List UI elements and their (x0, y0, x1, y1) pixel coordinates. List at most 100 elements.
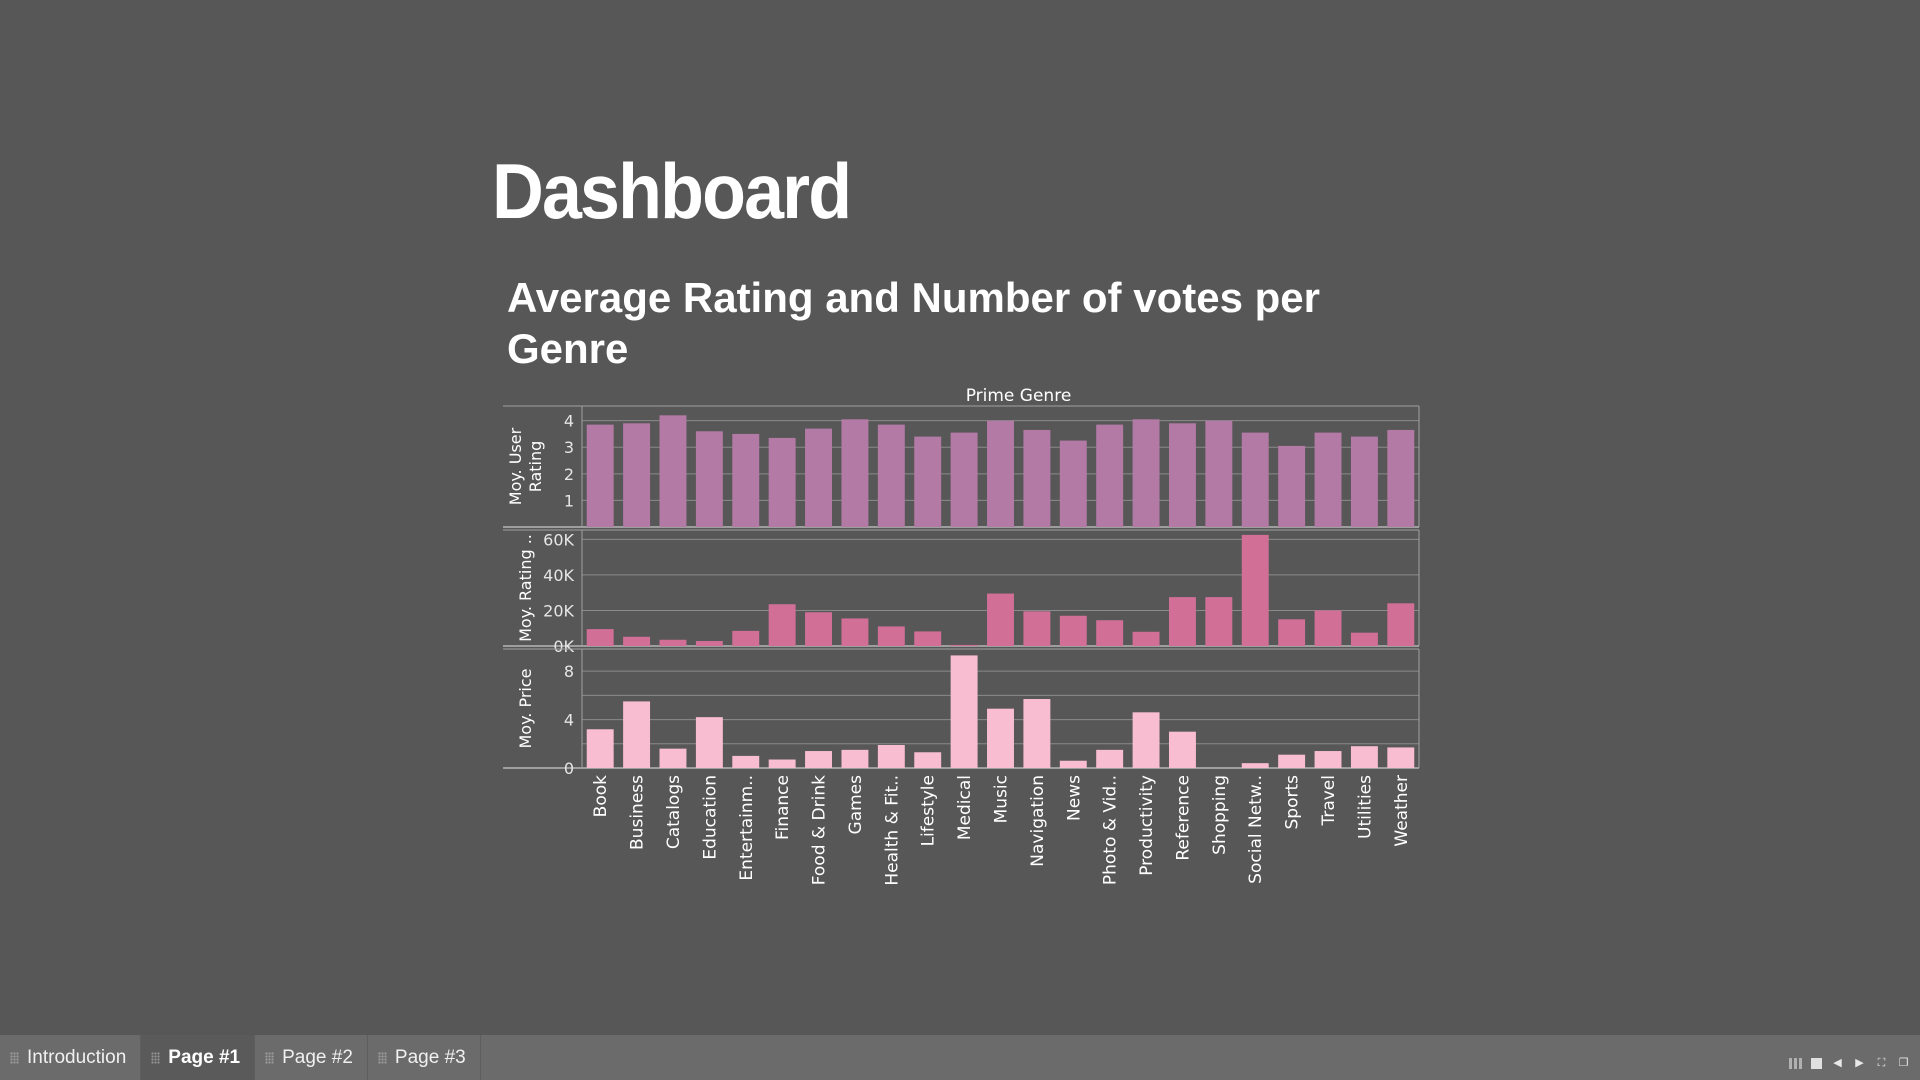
bar-votes[interactable] (1096, 620, 1124, 646)
bar-rating[interactable] (623, 423, 651, 527)
bar-price[interactable] (987, 708, 1014, 768)
bar-votes[interactable] (659, 639, 687, 646)
tab-label: Page #3 (394, 1046, 466, 1068)
bar-votes[interactable] (1205, 597, 1233, 646)
bar-votes[interactable] (1350, 632, 1378, 646)
y-axis-title: Moy. Price (516, 669, 535, 749)
sheet-tab-bar: Introduction Page #1 Page #2 Page #3 (0, 1035, 1920, 1080)
bar-rating[interactable] (659, 415, 687, 527)
y-tick-label: 40K (543, 566, 574, 585)
bar-rating[interactable] (1023, 429, 1051, 527)
bar-rating[interactable] (1096, 424, 1124, 527)
next-sheet-icon[interactable]: ▶ (1855, 1057, 1864, 1069)
bar-votes[interactable] (841, 618, 869, 646)
bar-price[interactable] (950, 655, 978, 768)
chart-header-title: Prime Genre (966, 386, 1072, 406)
bar-price[interactable] (1023, 699, 1051, 768)
bar-rating[interactable] (1241, 432, 1269, 527)
bar-price[interactable] (841, 749, 869, 768)
bar-price[interactable] (768, 759, 796, 768)
x-category-label: Entertainm.. (737, 775, 757, 881)
bar-votes[interactable] (586, 629, 614, 646)
bar-votes[interactable] (950, 644, 978, 646)
bar-votes[interactable] (1168, 597, 1196, 646)
y-axis-title: Moy. User (506, 427, 525, 505)
y-tick-label: 8 (564, 662, 574, 681)
bar-price[interactable] (623, 701, 651, 768)
tab-page-2[interactable]: Page #2 (255, 1035, 368, 1080)
y-tick-label: 60K (543, 530, 574, 549)
bar-votes[interactable] (1314, 610, 1342, 646)
bar-rating[interactable] (1314, 432, 1342, 527)
bar-votes[interactable] (732, 630, 760, 646)
x-category-label: Social Netw.. (1246, 775, 1266, 884)
tab-introduction[interactable]: Introduction (0, 1035, 142, 1080)
sheet-sorter-icon[interactable] (1789, 1058, 1802, 1069)
genre-bar-chart[interactable]: Prime Genre 1 2 3 4 Moy. User Rating 0K 20K 40K 60… (0, 0, 1920, 1035)
drag-grip-icon (265, 1051, 275, 1064)
bar-votes[interactable] (623, 636, 651, 646)
bar-price[interactable] (914, 752, 942, 768)
bar-votes[interactable] (1278, 619, 1306, 646)
y-tick-label: 0 (564, 759, 574, 778)
bar-votes[interactable] (914, 631, 942, 646)
bar-rating[interactable] (586, 424, 614, 527)
bar-price[interactable] (695, 717, 723, 768)
bar-price[interactable] (732, 755, 760, 768)
bar-rating[interactable] (768, 437, 796, 527)
bar-votes[interactable] (1132, 631, 1160, 646)
bar-rating[interactable] (1205, 420, 1233, 527)
bar-rating[interactable] (1132, 419, 1160, 527)
x-category-label: News (1064, 775, 1084, 821)
bar-price[interactable] (1132, 712, 1160, 768)
bar-price[interactable] (1278, 754, 1306, 768)
bar-rating[interactable] (1168, 423, 1196, 527)
bar-price[interactable] (1059, 760, 1087, 768)
drag-grip-icon (377, 1051, 387, 1064)
x-category-label: Reference (1173, 775, 1193, 861)
filmstrip-icon[interactable] (1811, 1058, 1822, 1069)
bar-rating[interactable] (1278, 445, 1306, 527)
tab-page-3[interactable]: Page #3 (368, 1035, 481, 1080)
bar-rating[interactable] (1350, 436, 1378, 527)
bar-votes[interactable] (877, 626, 905, 646)
bar-price[interactable] (805, 751, 833, 768)
bar-votes[interactable] (1059, 615, 1087, 646)
bar-price[interactable] (659, 748, 687, 768)
bar-rating[interactable] (914, 436, 942, 527)
bar-votes[interactable] (695, 641, 723, 646)
tab-page-1[interactable]: Page #1 (141, 1035, 256, 1080)
bar-rating[interactable] (987, 420, 1014, 527)
bar-rating[interactable] (950, 432, 978, 527)
bar-price[interactable] (877, 745, 905, 768)
bar-rating[interactable] (695, 431, 723, 527)
bar-price[interactable] (1241, 763, 1269, 768)
bar-rating[interactable] (1387, 429, 1415, 527)
y-axis-title: Moy. Rating .. (516, 534, 535, 642)
bar-price[interactable] (1387, 747, 1415, 768)
x-category-label: Utilities (1355, 775, 1375, 839)
x-category-label: Book (591, 775, 611, 817)
bar-price[interactable] (586, 729, 614, 768)
bar-votes[interactable] (1241, 534, 1269, 646)
bar-votes[interactable] (805, 612, 833, 646)
y-tick-label: 20K (543, 601, 574, 620)
previous-sheet-icon[interactable]: ◀ (1833, 1057, 1842, 1069)
bar-rating[interactable] (732, 433, 760, 527)
bar-votes[interactable] (1387, 603, 1415, 646)
bar-rating[interactable] (805, 428, 833, 527)
fullscreen-icon[interactable]: ⛶ (1877, 1057, 1886, 1069)
presentation-icon[interactable]: ❐ (1898, 1057, 1909, 1069)
bar-price[interactable] (1314, 751, 1342, 768)
bar-rating[interactable] (877, 424, 905, 527)
x-category-label: Photo & Vid.. (1101, 775, 1121, 885)
x-category-label: Games (846, 775, 866, 835)
bar-votes[interactable] (987, 593, 1014, 646)
bar-price[interactable] (1096, 749, 1124, 768)
bar-rating[interactable] (1059, 440, 1087, 527)
bar-votes[interactable] (1023, 611, 1051, 646)
bar-price[interactable] (1350, 746, 1378, 768)
bar-price[interactable] (1168, 731, 1196, 768)
bar-rating[interactable] (841, 419, 869, 527)
bar-votes[interactable] (768, 604, 796, 646)
